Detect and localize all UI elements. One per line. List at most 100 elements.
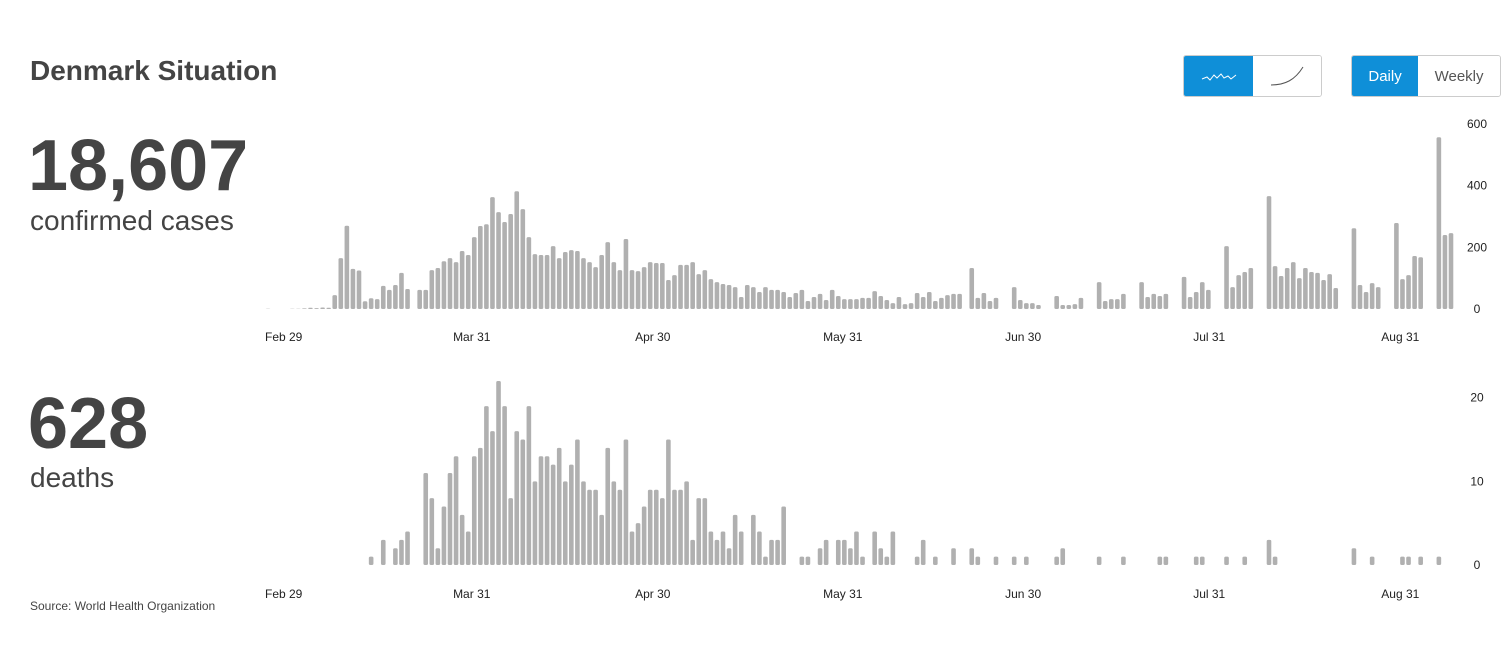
bar xyxy=(666,280,671,309)
bar xyxy=(757,531,762,565)
bar xyxy=(866,297,871,309)
bar xyxy=(1333,288,1339,309)
bar xyxy=(641,506,647,565)
bar xyxy=(678,264,683,309)
bar xyxy=(744,284,750,309)
bar xyxy=(429,498,435,565)
y-tick-label: 600 xyxy=(1467,117,1487,131)
bar xyxy=(478,447,483,565)
bar xyxy=(975,556,981,565)
deaths-total: 628 xyxy=(28,384,148,464)
bar xyxy=(1157,556,1163,565)
bar xyxy=(435,267,441,309)
bar xyxy=(441,261,447,309)
y-tick-label: 0 xyxy=(1474,558,1481,572)
cases-total: 18,607 xyxy=(28,126,248,206)
bar xyxy=(732,287,738,309)
bar xyxy=(544,456,550,565)
daily-button[interactable]: Daily xyxy=(1352,56,1419,96)
weekly-button[interactable]: Weekly xyxy=(1418,56,1500,96)
bar xyxy=(751,287,756,309)
bar xyxy=(338,258,344,309)
bar xyxy=(599,514,604,565)
period-toggle: Daily Weekly xyxy=(1351,55,1501,97)
bar xyxy=(969,267,975,309)
bar xyxy=(1206,289,1211,309)
bar xyxy=(1369,556,1375,565)
bar xyxy=(1309,272,1314,309)
bar xyxy=(380,539,386,565)
bar xyxy=(684,481,689,565)
bar xyxy=(1394,222,1399,309)
bar xyxy=(550,246,556,309)
bar xyxy=(708,279,714,309)
bar xyxy=(660,498,665,565)
y-tick-label: 20 xyxy=(1470,391,1484,405)
bar xyxy=(829,289,835,309)
bar xyxy=(708,531,714,565)
bar xyxy=(1096,556,1102,565)
bar xyxy=(951,548,956,565)
bar xyxy=(933,300,938,309)
bar xyxy=(1442,235,1448,309)
bar xyxy=(459,251,465,309)
bar xyxy=(805,556,811,565)
bar xyxy=(823,539,829,565)
bar xyxy=(957,293,962,309)
daily-curve-button[interactable] xyxy=(1184,56,1253,96)
bar xyxy=(478,226,483,309)
x-tick-label: Mar 31 xyxy=(453,330,491,344)
bar xyxy=(1017,300,1023,309)
bar xyxy=(1163,293,1169,309)
bar xyxy=(496,381,501,565)
bar xyxy=(629,531,635,565)
bar xyxy=(1278,276,1284,309)
bar xyxy=(945,295,950,309)
bar xyxy=(660,263,665,309)
bar xyxy=(1327,274,1332,309)
bar xyxy=(508,214,513,309)
bar xyxy=(393,284,398,309)
bar xyxy=(690,262,695,309)
bar xyxy=(635,271,641,309)
bar xyxy=(878,548,884,565)
bar xyxy=(702,270,708,309)
bar xyxy=(484,406,489,565)
bar xyxy=(556,258,562,309)
bar xyxy=(781,506,786,565)
bar xyxy=(393,548,398,565)
bar xyxy=(993,556,999,565)
bar xyxy=(1272,266,1278,309)
squiggle-icon xyxy=(1201,73,1236,81)
cumulative-curve-button[interactable] xyxy=(1253,56,1321,96)
bar xyxy=(593,489,598,565)
bar xyxy=(1266,539,1272,565)
bar xyxy=(678,489,683,565)
bar xyxy=(441,506,447,565)
bar xyxy=(720,531,726,565)
bar xyxy=(823,300,829,309)
bar xyxy=(1436,137,1442,309)
bar xyxy=(362,301,368,309)
bar xyxy=(738,296,744,309)
bar xyxy=(920,539,926,565)
bar xyxy=(878,296,884,309)
bar xyxy=(1448,233,1454,309)
bar xyxy=(775,539,780,565)
bar xyxy=(1418,556,1423,565)
bar xyxy=(605,242,611,309)
bar xyxy=(1108,299,1114,309)
bar xyxy=(562,251,568,309)
bar xyxy=(884,556,890,565)
bar xyxy=(514,431,520,565)
source: Source: World Health Organization xyxy=(30,599,215,613)
bar xyxy=(308,307,313,309)
bar xyxy=(720,284,726,309)
bar xyxy=(1163,556,1169,565)
bar xyxy=(787,296,793,309)
bar xyxy=(805,300,811,309)
bar xyxy=(502,222,507,309)
curve-icon xyxy=(1270,66,1304,86)
bar xyxy=(696,274,702,309)
